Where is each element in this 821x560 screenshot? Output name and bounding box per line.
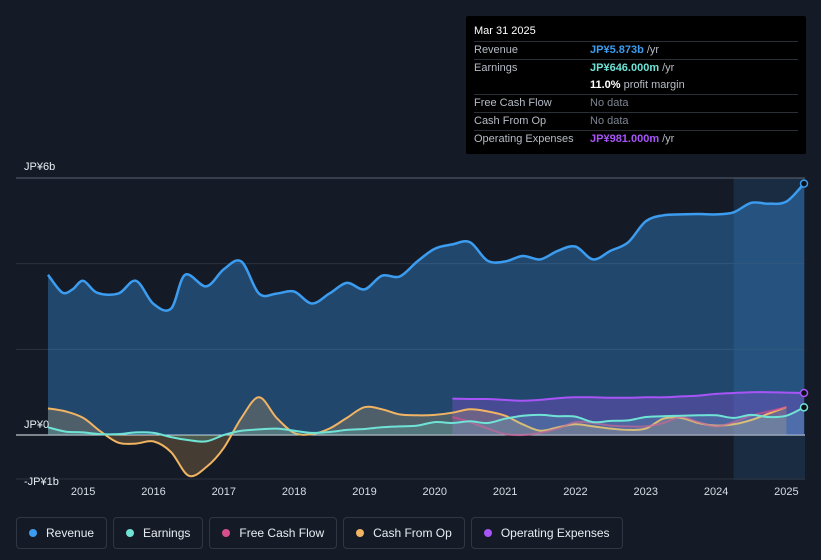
tooltip-row-fcf: Free Cash Flow No data [474,94,798,112]
legend-item-operating-expenses[interactable]: Operating Expenses [470,517,623,549]
revenue-area [48,183,804,435]
y-axis-bottom-label: -JP¥1b [24,476,59,488]
data-tooltip: Mar 31 2025 Revenue JP¥5.873b/yr Earning… [466,16,806,154]
tooltip-revenue-value: JP¥5.873b [590,44,644,56]
x-tick-label: 2015 [71,486,95,498]
legend-item-earnings[interactable]: Earnings [113,517,204,549]
revenue-end-marker [799,179,809,188]
legend-item-free-cash-flow[interactable]: Free Cash Flow [209,517,338,549]
series-layer [47,182,805,478]
legend-label: Operating Expenses [500,526,610,540]
free-cash-flow-line [452,406,787,437]
legend-label: Cash From Op [373,526,452,540]
tooltip-date: Mar 31 2025 [474,25,536,37]
x-tick-label: 2024 [704,486,728,498]
legend-dot-icon [126,529,135,537]
tooltip-cfo-label: Cash From Op [474,115,547,127]
legend-dot-icon [222,529,231,537]
x-tick-label: 2019 [352,486,376,498]
tooltip-cfo-value: No data [590,115,629,127]
legend-label: Free Cash Flow [239,526,325,540]
chart-legend: Revenue Earnings Free Cash Flow Cash Fro… [16,517,623,549]
tooltip-earnings-value: JP¥646.000m [590,62,660,74]
x-tick-label: 2022 [563,486,587,498]
cash-from-op-line [47,396,787,478]
x-tick-label: 2021 [493,486,517,498]
revenue-line [47,182,805,312]
earnings-end-marker [799,403,809,412]
tooltip-revenue-suffix: /yr [646,44,660,56]
tooltip-revenue-label: Revenue [474,44,519,56]
tooltip-row-revenue: Revenue JP¥5.873b/yr [474,41,798,59]
legend-item-cash-from-op[interactable]: Cash From Op [343,517,465,549]
x-tick-label: 2025 [774,486,798,498]
x-tick-label: 2016 [141,486,165,498]
end-markers [799,179,809,412]
legend-label: Earnings [143,526,191,540]
tooltip-row-opex: Operating Expenses JP¥981.000m/yr [474,130,798,148]
tooltip-fcf-label: Free Cash Flow [474,97,552,109]
tooltip-earnings-label: Earnings [474,62,518,74]
cash-from-op-area [48,397,787,477]
legend-label: Revenue [46,526,95,540]
x-tick-label: 2020 [423,486,447,498]
x-axis-ticks: 2015 2016 2017 2018 2019 2020 2021 2022 2023 2024… [71,486,799,498]
legend-item-revenue[interactable]: Revenue [16,517,108,549]
earnings-line [47,406,805,443]
tooltip-fcf-value: No data [590,97,629,109]
legend-dot-icon [356,529,365,537]
operating-expenses-line [452,391,805,402]
tooltip-row-cfo: Cash From Op No data [474,112,798,130]
tooltip-row-earnings: Earnings JP¥646.000m/yr [474,59,798,77]
operating-expenses-area [452,392,804,435]
tooltip-earnings-suffix: /yr [662,62,675,74]
x-tick-label: 2023 [634,486,658,498]
tooltip-opex-label: Operating Expenses [474,133,574,145]
gridlines [16,177,805,480]
legend-dot-icon [483,529,492,537]
tooltip-opex-value: JP¥981.000m [590,133,660,145]
x-tick-label: 2017 [212,486,236,498]
financial-chart: JP¥6b JP¥0 -JP¥1b 2015 2016 2017 2018 2019 20… [16,161,809,498]
chart-area: JP¥6b JP¥0 -JP¥1b 2015 2016 2017 2018 2019 20… [16,161,809,498]
tooltip-margin-value: 11.0% [590,79,621,91]
y-axis-top-label: JP¥6b [24,161,55,173]
forecast-shade [733,178,805,480]
tooltip-opex-suffix: /yr [662,133,675,145]
legend-dot-icon [29,529,37,537]
y-axis-zero-label: JP¥0 [24,419,49,431]
tooltip-margin-suffix: profit margin [623,79,685,91]
x-tick-label: 2018 [282,486,306,498]
operating-expenses-end-marker [799,388,809,398]
tooltip-row-margin: 11.0% profit margin [474,77,798,94]
